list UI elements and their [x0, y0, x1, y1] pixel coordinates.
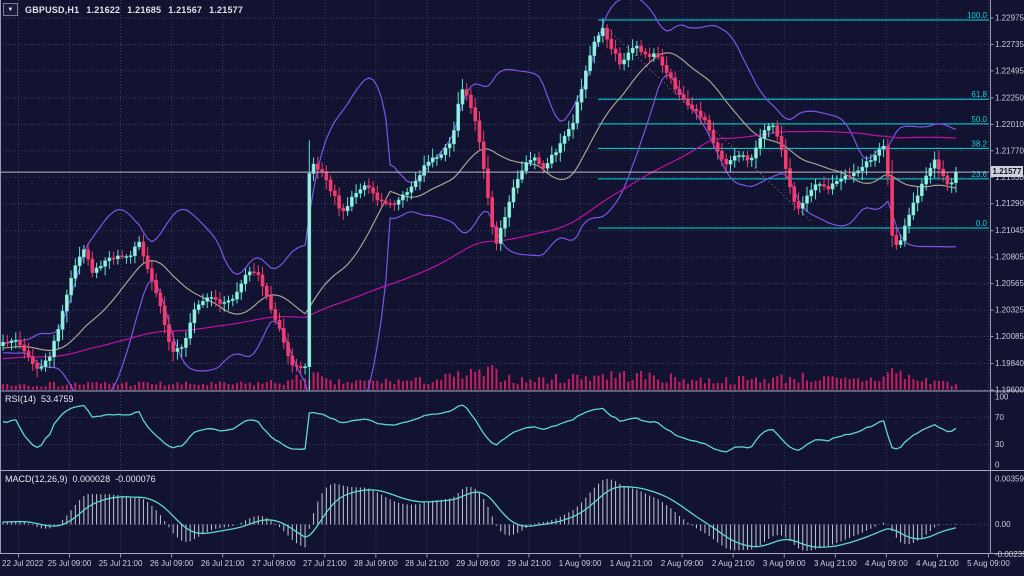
svg-text:22 Jul 2022: 22 Jul 2022 [2, 559, 44, 568]
svg-text:-0.002359: -0.002359 [995, 550, 1024, 559]
svg-text:1 Aug 09:00: 1 Aug 09:00 [559, 559, 602, 568]
svg-text:23.6: 23.6 [971, 170, 987, 179]
moving-averages [2, 52, 956, 360]
svg-text:3 Aug 21:00: 3 Aug 21:00 [814, 559, 857, 568]
symbol-period-label: GBPUSD,H1 [25, 4, 80, 15]
svg-text:1.21045: 1.21045 [995, 226, 1024, 235]
macd-plot [0, 479, 989, 551]
quote-low: 1.21567 [168, 4, 203, 15]
svg-text:1.22975: 1.22975 [995, 14, 1024, 23]
svg-text:29 Jul 09:00: 29 Jul 09:00 [456, 559, 500, 568]
quote-close: 1.21577 [209, 4, 244, 15]
svg-text:1.20805: 1.20805 [995, 253, 1024, 262]
macd-main-value: 0.000028 [72, 474, 111, 484]
svg-text:50.0: 50.0 [971, 115, 987, 124]
svg-text:27 Jul 21:00: 27 Jul 21:00 [303, 559, 347, 568]
svg-text:1.21290: 1.21290 [995, 199, 1024, 208]
svg-text:25 Jul 09:00: 25 Jul 09:00 [48, 559, 92, 568]
svg-text:29 Jul 21:00: 29 Jul 21:00 [507, 559, 551, 568]
svg-text:1 Aug 21:00: 1 Aug 21:00 [610, 559, 653, 568]
svg-text:1.21530: 1.21530 [995, 173, 1024, 182]
rsi-indicator-label: RSI(14) 53.4759 [5, 394, 74, 404]
svg-text:28 Jul 09:00: 28 Jul 09:00 [354, 559, 398, 568]
candles-layer [1, 18, 958, 391]
svg-text:100: 100 [995, 393, 1009, 402]
svg-text:1.22495: 1.22495 [995, 66, 1024, 75]
svg-text:3 Aug 09:00: 3 Aug 09:00 [763, 559, 806, 568]
svg-text:27 Jul 09:00: 27 Jul 09:00 [252, 559, 296, 568]
quote-high: 1.21685 [127, 4, 162, 15]
svg-text:25 Jul 21:00: 25 Jul 21:00 [99, 559, 143, 568]
svg-text:1.22735: 1.22735 [995, 40, 1024, 49]
bollinger-bands [2, 0, 957, 391]
price-axis: 1.22975 1.22735 1.22495 1.22250 1.22010 1.217… [990, 14, 1024, 395]
chart-title: ▼ GBPUSD,H1 1.21622 1.21685 1.21567 1.21… [3, 3, 243, 16]
svg-text:0: 0 [995, 461, 1000, 470]
time-axis: 22 Jul 2022 25 Jul 09:00 25 Jul 21:00 26 Ju… [2, 553, 1010, 568]
svg-text:0.00: 0.00 [995, 520, 1011, 529]
svg-text:2 Aug 09:00: 2 Aug 09:00 [661, 559, 704, 568]
svg-text:1.22250: 1.22250 [995, 93, 1024, 102]
svg-text:4 Aug 09:00: 4 Aug 09:00 [865, 559, 908, 568]
svg-text:1.20085: 1.20085 [995, 332, 1024, 341]
svg-text:61.8: 61.8 [971, 90, 987, 99]
svg-text:0.0: 0.0 [976, 219, 988, 228]
macd-name: MACD(12,26,9) [5, 474, 68, 484]
svg-text:1.19840: 1.19840 [995, 359, 1024, 368]
rsi-name: RSI(14) [5, 394, 37, 404]
svg-text:2 Aug 21:00: 2 Aug 21:00 [712, 559, 755, 568]
svg-text:0.00359: 0.00359 [995, 475, 1024, 484]
svg-text:1.20325: 1.20325 [995, 306, 1024, 315]
indicator-axis: 100 70 30 0 0.00359 0.00 -0.002359 [995, 393, 1024, 560]
svg-text:26 Jul 21:00: 26 Jul 21:00 [201, 559, 245, 568]
svg-text:28 Jul 21:00: 28 Jul 21:00 [405, 559, 449, 568]
svg-text:1.22010: 1.22010 [995, 120, 1024, 129]
macd-signal-value: -0.000076 [115, 474, 156, 484]
volume-bars [2, 365, 957, 390]
rsi-value: 53.4759 [41, 394, 74, 404]
quote-open: 1.21622 [86, 4, 121, 15]
svg-text:26 Jul 09:00: 26 Jul 09:00 [150, 559, 194, 568]
svg-text:30: 30 [995, 440, 1004, 449]
svg-text:38.2: 38.2 [971, 139, 987, 148]
svg-text:70: 70 [995, 413, 1004, 422]
panel-frame [0, 0, 1024, 554]
svg-text:4 Aug 21:00: 4 Aug 21:00 [916, 559, 959, 568]
svg-text:100.0: 100.0 [967, 11, 988, 20]
svg-text:1.21770: 1.21770 [995, 146, 1024, 155]
current-price-tag: 1.21577 [991, 166, 1023, 177]
rsi-plot [2, 404, 957, 453]
grid-lines [0, 0, 989, 553]
chart-menu-dropdown-icon[interactable]: ▼ [3, 3, 18, 16]
fibonacci-retracement: 100.0 61.8 50.0 38.2 23.6 0.0 [598, 11, 989, 229]
svg-text:1.20565: 1.20565 [995, 279, 1024, 288]
macd-indicator-label: MACD(12,26,9) 0.000028 -0.000076 [5, 474, 156, 484]
svg-text:5 Aug 09:00: 5 Aug 09:00 [967, 559, 1010, 568]
svg-text:1.19600: 1.19600 [995, 386, 1024, 395]
